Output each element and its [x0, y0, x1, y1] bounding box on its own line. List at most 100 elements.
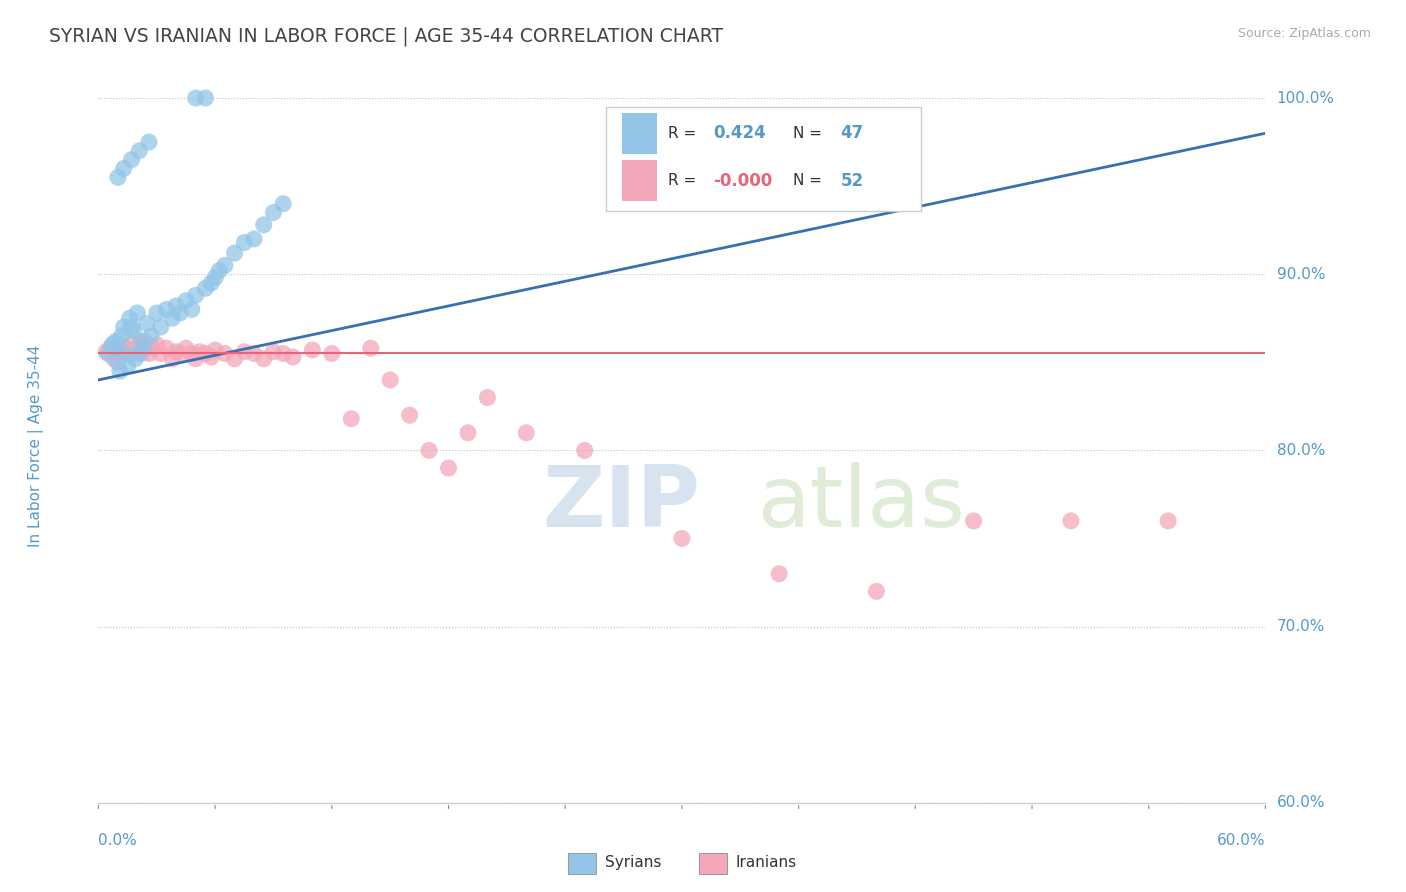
Point [146, 306, 169, 320]
Point [253, 351, 276, 366]
Point [360, 341, 382, 355]
Point [118, 346, 141, 360]
Point [155, 302, 177, 317]
Point [165, 344, 187, 359]
Point [174, 341, 197, 355]
Point [155, 341, 177, 355]
Point [1157, 514, 1180, 528]
Point [169, 306, 191, 320]
Point [146, 337, 169, 351]
Text: N =: N = [793, 126, 821, 141]
Point [477, 391, 499, 405]
Text: 0.0%: 0.0% [98, 833, 138, 848]
Point [204, 270, 226, 285]
Text: 90.0%: 90.0% [1277, 267, 1324, 282]
Text: 47: 47 [841, 125, 863, 143]
Point [112, 320, 135, 334]
Text: Source: ZipAtlas.com: Source: ZipAtlas.com [1237, 27, 1371, 40]
Point [136, 317, 159, 331]
Point [768, 566, 790, 581]
Point [101, 337, 124, 351]
Point [162, 311, 184, 326]
Point [118, 311, 141, 326]
Text: SYRIAN VS IRANIAN IN LABOR FORCE | AGE 35-44 CORRELATION CHART: SYRIAN VS IRANIAN IN LABOR FORCE | AGE 3… [49, 27, 723, 46]
Point [165, 299, 187, 313]
Point [97, 346, 120, 360]
Point [138, 135, 160, 149]
Point [281, 350, 304, 364]
Point [180, 302, 202, 317]
Text: 70.0%: 70.0% [1277, 619, 1324, 634]
Text: 80.0%: 80.0% [1277, 443, 1324, 458]
Point [111, 329, 134, 343]
Point [128, 346, 150, 360]
Point [103, 341, 125, 355]
Point [128, 144, 150, 158]
Text: 60.0%: 60.0% [1277, 796, 1324, 810]
Point [107, 355, 129, 369]
Point [129, 334, 152, 348]
Point [271, 346, 294, 360]
Point [112, 161, 135, 176]
Point [321, 346, 343, 360]
Point [96, 344, 118, 359]
Point [200, 276, 222, 290]
Point [233, 344, 256, 359]
Point [169, 346, 191, 360]
Point [132, 341, 155, 355]
Text: -0.000: -0.000 [713, 171, 773, 189]
Point [418, 443, 440, 458]
Point [194, 346, 217, 360]
Point [224, 246, 246, 260]
Point [129, 346, 152, 360]
Point [398, 408, 420, 422]
Text: R =: R = [668, 126, 696, 141]
FancyBboxPatch shape [623, 113, 658, 153]
Point [208, 263, 231, 277]
Point [253, 218, 276, 232]
Point [134, 334, 156, 348]
Text: N =: N = [793, 173, 821, 188]
Point [224, 351, 246, 366]
Point [103, 351, 125, 366]
Point [104, 334, 127, 348]
Point [301, 343, 323, 357]
Point [108, 364, 131, 378]
FancyBboxPatch shape [606, 107, 921, 211]
Point [184, 288, 207, 302]
Point [184, 351, 207, 366]
Point [124, 351, 146, 366]
Text: ZIP: ZIP [541, 461, 700, 545]
Point [188, 344, 211, 359]
Point [962, 514, 984, 528]
Text: Syrians: Syrians [605, 855, 661, 870]
Point [149, 320, 172, 334]
Point [127, 341, 149, 355]
Point [142, 341, 165, 355]
Point [107, 346, 129, 360]
Point [515, 425, 537, 440]
Point [437, 461, 460, 475]
Point [233, 235, 256, 250]
Point [214, 259, 236, 273]
Text: 0.424: 0.424 [713, 125, 766, 143]
Point [204, 343, 226, 357]
Point [114, 341, 136, 355]
FancyBboxPatch shape [623, 161, 658, 201]
Point [378, 373, 402, 387]
Point [340, 411, 363, 425]
Point [243, 346, 266, 360]
Point [271, 196, 294, 211]
Point [121, 153, 143, 167]
Point [107, 170, 129, 185]
Point [194, 281, 217, 295]
Point [574, 443, 596, 458]
Point [243, 232, 266, 246]
Point [139, 329, 162, 343]
Point [214, 346, 236, 360]
Point [111, 337, 134, 351]
Point [162, 351, 184, 366]
Text: R =: R = [668, 173, 696, 188]
Point [200, 350, 222, 364]
Point [184, 91, 207, 105]
